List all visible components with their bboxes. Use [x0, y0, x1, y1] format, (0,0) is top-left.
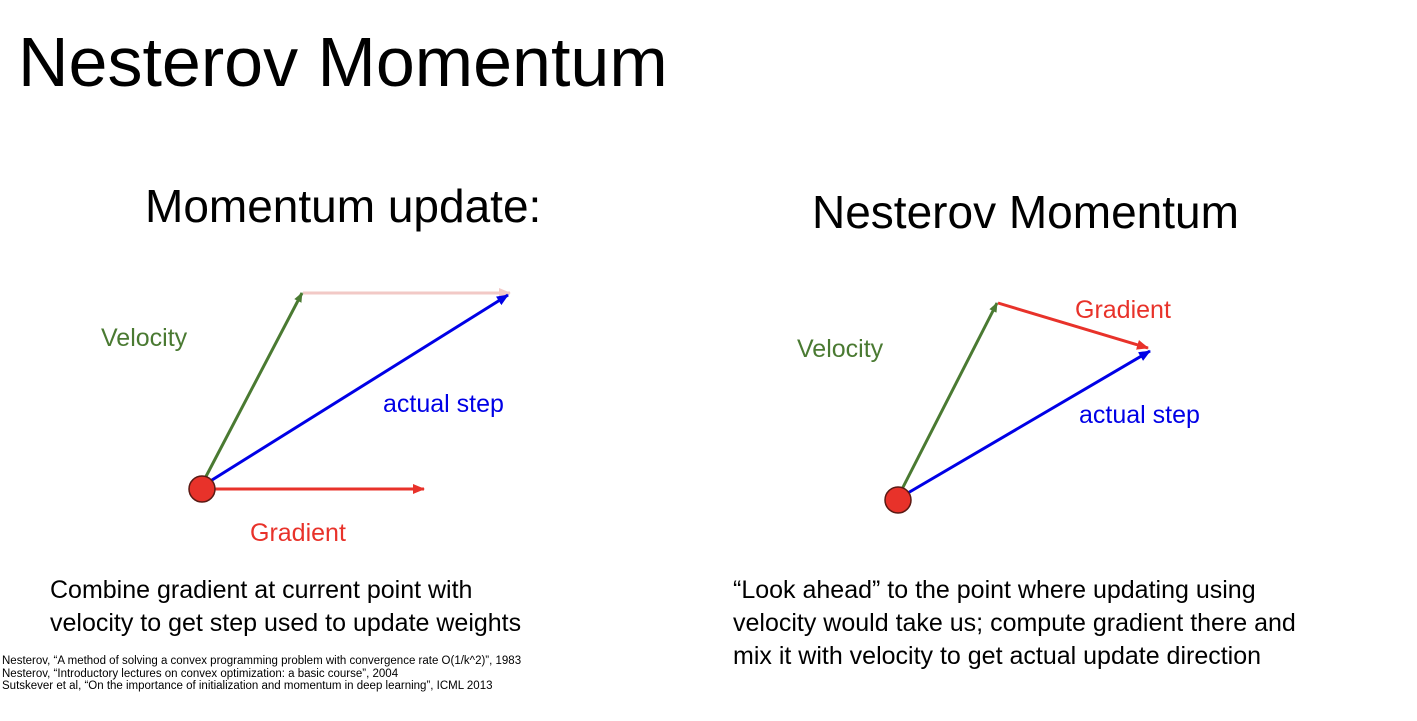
reference-2: Nesterov, “Introductory lectures on conv… — [2, 667, 399, 680]
right-caption-line-3: mix it with velocity to get actual updat… — [733, 642, 1262, 670]
right-gradient-arrow — [997, 301, 1149, 350]
right-caption: “Look ahead” to the point where updating… — [733, 574, 1403, 673]
left-diagram — [188, 288, 511, 503]
left-velocity-arrow — [199, 292, 304, 487]
right-gradient-label: Gradient — [1075, 296, 1171, 324]
right-velocity-arrow — [896, 302, 999, 498]
slide-title: Nesterov Momentum — [18, 23, 668, 101]
left-actual-step-label: actual step — [383, 390, 504, 418]
reference-1: Nesterov, “A method of solving a convex … — [2, 655, 522, 667]
left-caption-line-2: velocity to get step used to update weig… — [50, 609, 522, 637]
right-current-point — [884, 486, 912, 514]
right-actual-step-label: actual step — [1079, 401, 1200, 429]
right-diagram — [884, 301, 1151, 514]
right-caption-line-2: velocity would take us; compute gradient… — [733, 609, 1296, 637]
nesterov-momentum-title: Nesterov Momentum — [812, 186, 1239, 238]
left-current-point — [188, 475, 216, 503]
left-caption: Combine gradient at current point with v… — [50, 574, 650, 640]
left-actual-step-arrow — [203, 293, 509, 487]
left-gradient-label: Gradient — [250, 519, 346, 547]
right-velocity-label: Velocity — [797, 335, 884, 363]
momentum-update-title: Momentum update: — [145, 180, 542, 232]
right-actual-step-arrow — [900, 349, 1151, 499]
left-velocity-label: Velocity — [101, 324, 188, 352]
left-caption-line-1: Combine gradient at current point with — [50, 576, 473, 604]
references: Nesterov, “A method of solving a convex … — [2, 655, 521, 693]
right-caption-line-1: “Look ahead” to the point where updating… — [733, 576, 1256, 604]
reference-3: Sutskever et al, “On the importance of i… — [2, 680, 493, 692]
